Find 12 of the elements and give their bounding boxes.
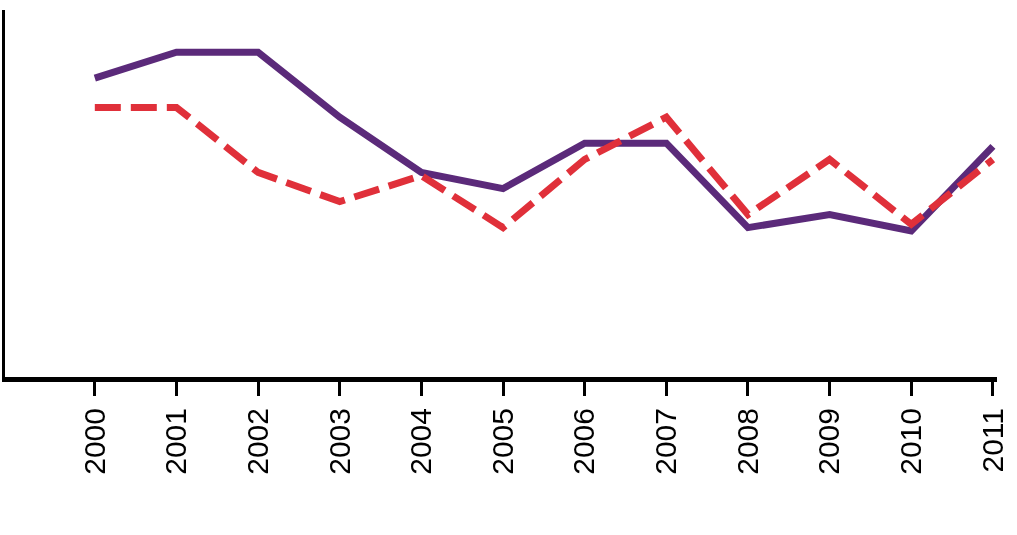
- x-tick-label: 2008: [730, 408, 764, 475]
- x-tick-label: 2001: [159, 408, 193, 475]
- x-tick-label: 2005: [485, 408, 519, 475]
- x-tick-label: 2006: [567, 408, 601, 475]
- x-tick-label: 2000: [77, 408, 111, 475]
- x-tick-label: 2007: [649, 408, 683, 475]
- x-tick-label: 2003: [322, 408, 356, 475]
- x-tick-label: 2002: [240, 408, 274, 475]
- x-tick-label: 2009: [812, 408, 846, 475]
- x-tick-label: 2010: [894, 408, 928, 475]
- x-tick-label: 2004: [404, 408, 438, 475]
- x-tick-label: 2011: [975, 408, 1009, 473]
